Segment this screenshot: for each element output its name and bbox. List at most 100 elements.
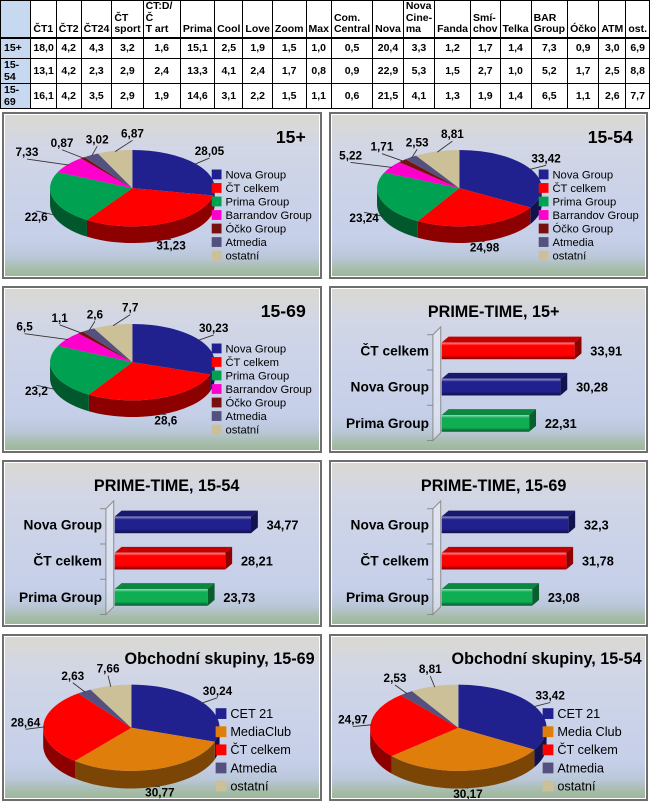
- column-header: ČT2: [56, 1, 81, 38]
- share-cell: 1,0: [500, 58, 531, 83]
- legend-swatch: [538, 223, 548, 233]
- row-label: 15-69: [1, 83, 31, 108]
- pie-chart-7: Obchodní skupiny, 15-6930,2430,7728,642,…: [4, 636, 320, 799]
- bar-category-label: ČT celkem: [360, 341, 429, 358]
- axis-wall: [432, 327, 440, 441]
- label-leader-line: [73, 682, 85, 691]
- share-cell: 8,8: [626, 58, 650, 83]
- legend-swatch: [542, 726, 553, 737]
- pie-value-label: 33,42: [531, 152, 561, 165]
- bar-top-face: [441, 510, 574, 516]
- legend-label: Prima Group: [225, 370, 289, 382]
- column-header: Nova Cine- ma: [403, 1, 434, 38]
- legend-swatch: [538, 250, 548, 260]
- pie-value-label: 30,23: [199, 322, 229, 335]
- pie-value-label: 1,1: [51, 312, 68, 325]
- share-cell: 4,2: [56, 38, 81, 59]
- bar-category-label: ČT celkem: [360, 551, 429, 568]
- label-leader-line: [430, 676, 435, 687]
- legend-label: Atmedia: [225, 237, 267, 249]
- chart-title: 15-69: [261, 301, 306, 321]
- share-cell: 2,4: [143, 58, 180, 83]
- pie-value-label: 31,23: [156, 239, 186, 252]
- bar-value-label: 32,3: [583, 517, 608, 532]
- legend-swatch: [542, 762, 553, 773]
- bar-value-label: 28,21: [241, 553, 273, 568]
- bar: [441, 378, 560, 395]
- legend-label: ČT celkem: [552, 182, 606, 195]
- pie-value-label: 33,42: [535, 689, 565, 702]
- bar-top-face: [441, 409, 535, 415]
- legend-swatch: [212, 223, 222, 233]
- legend-label: ostatní: [230, 778, 269, 793]
- bar-category-label: Prima Group: [19, 589, 102, 604]
- row-label: 15-54: [1, 58, 31, 83]
- legend-label: MediaClub: [230, 724, 291, 739]
- bar: [441, 516, 568, 533]
- legend-swatch: [212, 250, 222, 260]
- share-cell: 2,5: [215, 38, 243, 59]
- legend-label: Óčko Group: [225, 222, 286, 235]
- share-cell: 3,2: [112, 38, 143, 59]
- share-cell: 0,9: [568, 38, 599, 59]
- bar-category-label: Nova Group: [350, 517, 428, 532]
- column-header: Cool: [215, 1, 243, 38]
- pie-value-label: 1,71: [370, 140, 393, 153]
- legend-label: ostatní: [225, 424, 260, 436]
- axis-wall: [106, 501, 114, 615]
- legend-label: CET 21: [230, 706, 273, 721]
- legend-swatch: [216, 726, 227, 737]
- pie-value-label: 24,98: [469, 241, 499, 254]
- column-header: ČT1: [31, 1, 56, 38]
- bar-category-label: Nova Group: [24, 517, 102, 532]
- column-header: ATM: [599, 1, 626, 38]
- pie-value-label: 5,22: [339, 149, 362, 162]
- column-header: Smí- chov: [470, 1, 500, 38]
- label-leader-line: [25, 333, 69, 339]
- share-cell: 1,7: [272, 58, 306, 83]
- legend-swatch: [542, 744, 553, 755]
- bar: [441, 552, 566, 569]
- label-leader-line: [108, 675, 111, 686]
- pie-value-label: 30,77: [145, 786, 175, 798]
- bar-top-face: [441, 547, 572, 553]
- share-cell: 2,2: [243, 83, 273, 108]
- legend-swatch: [212, 343, 222, 353]
- legend-swatch: [216, 762, 227, 773]
- chart-title: 15+: [276, 127, 306, 147]
- legend-swatch: [538, 210, 548, 220]
- legend-swatch: [212, 397, 222, 407]
- bar-category-label: Prima Group: [345, 589, 428, 604]
- share-cell: 3,1: [215, 83, 243, 108]
- pie-value-label: 7,7: [122, 301, 139, 314]
- share-cell: 13,3: [180, 58, 214, 83]
- legend-swatch: [216, 708, 227, 719]
- legend-swatch: [212, 411, 222, 421]
- share-cell: 2,4: [243, 58, 273, 83]
- chart-title: Obchodní skupiny, 15-69: [125, 650, 315, 668]
- legend-label: Media Club: [557, 724, 621, 739]
- share-cell: 3,5: [81, 83, 112, 108]
- label-leader-line: [60, 324, 82, 332]
- legend-label: Barrandov Group: [225, 384, 311, 396]
- chart-title: PRIME-TIME, 15-69: [420, 477, 565, 495]
- pie-value-label: 30,24: [203, 684, 233, 697]
- legend-label: Prima Group: [552, 196, 616, 208]
- pie-value-label: 28,64: [11, 716, 41, 729]
- pie-value-label: 7,33: [15, 146, 38, 159]
- legend-swatch: [212, 237, 222, 247]
- legend-swatch: [212, 210, 222, 220]
- column-header: Com. Central: [331, 1, 372, 38]
- bar-category-label: ČT celkem: [33, 551, 102, 568]
- legend-label: ostatní: [225, 250, 260, 262]
- share-cell: 16,1: [31, 83, 56, 108]
- pie-value-label: 28,05: [195, 145, 225, 158]
- share-cell: 2,9: [112, 58, 143, 83]
- column-header: BAR Group: [531, 1, 568, 38]
